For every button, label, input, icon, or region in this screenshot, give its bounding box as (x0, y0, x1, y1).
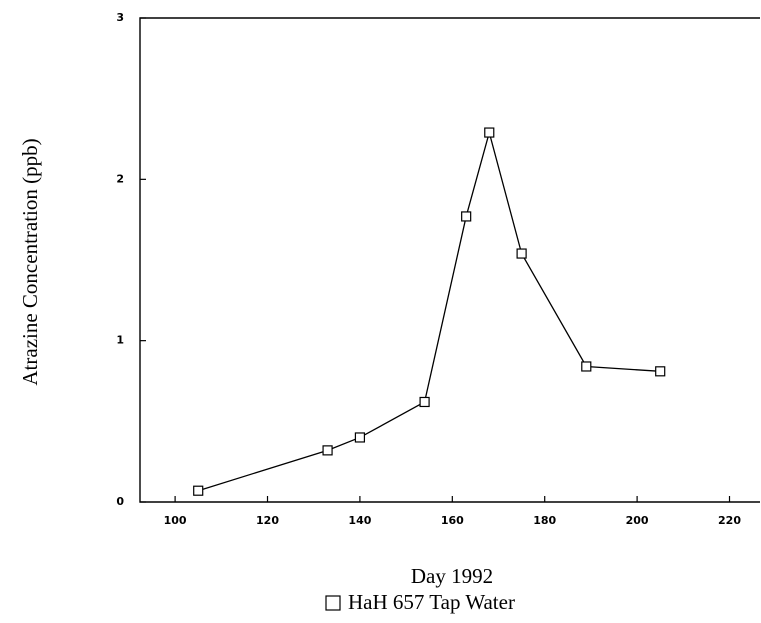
plot-frame (139, 17, 760, 503)
x-axis-label: Day 1992 (411, 564, 493, 588)
x-tick-label: 140 (348, 514, 371, 527)
y-axis-label: Atrazine Concentration (ppb) (18, 138, 42, 385)
x-tick-label: 100 (164, 514, 187, 527)
data-point (461, 211, 472, 222)
data-point (484, 127, 495, 138)
legend-label: HaH 657 Tap Water (348, 590, 515, 614)
x-tick-label: 200 (626, 514, 649, 527)
data-point (655, 366, 666, 377)
data-point (419, 396, 430, 408)
data-point (581, 361, 592, 372)
data-point (193, 485, 204, 496)
series-line (198, 130, 661, 492)
y-tick-label: 1 (116, 334, 124, 347)
data-point (354, 432, 366, 443)
y-tick-label: 2 (116, 172, 124, 185)
y-tick-label: 0 (116, 495, 124, 508)
x-tick-label: 120 (256, 514, 279, 527)
x-tick-label: 220 (718, 514, 741, 527)
data-point (322, 445, 333, 456)
x-tick-label: 180 (533, 514, 556, 527)
x-tick-label: 160 (441, 514, 464, 527)
y-tick-label: 3 (116, 11, 124, 24)
legend-symbol (325, 595, 341, 611)
data-point (516, 248, 527, 259)
